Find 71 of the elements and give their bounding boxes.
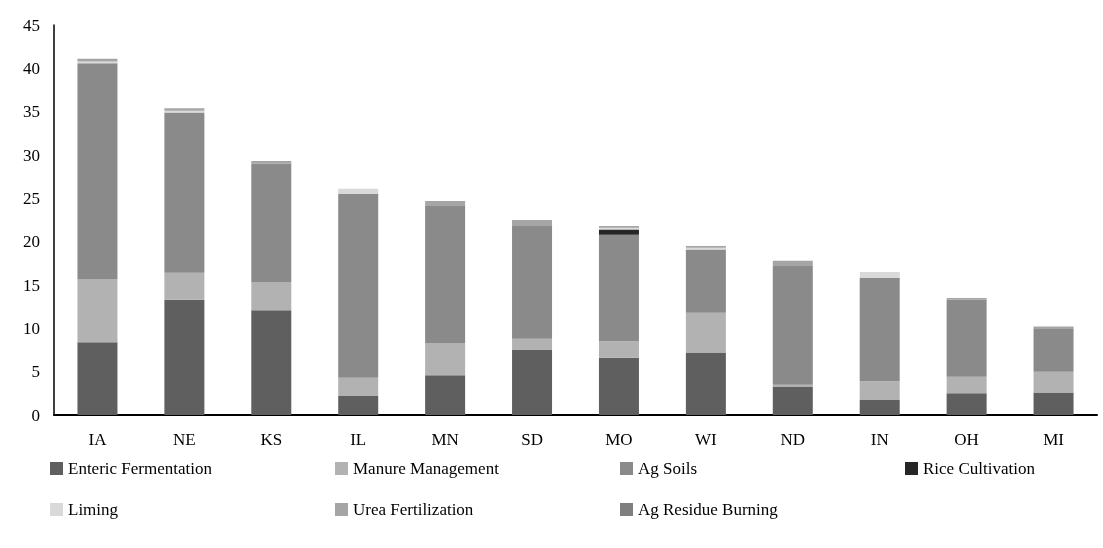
bar (338, 395, 379, 415)
bar (598, 234, 639, 342)
bar (251, 161, 292, 164)
bar (512, 220, 553, 226)
bar (685, 352, 726, 415)
legend-label: Enteric Fermentation (68, 459, 213, 478)
y-tick-label: 20 (23, 232, 40, 252)
legend-label: Ag Residue Burning (638, 500, 779, 519)
x-tick-label: MI (1043, 430, 1065, 449)
y-tick-label: 5 (31, 362, 40, 382)
x-tick-label: IL (350, 430, 367, 449)
x-tick-label: IA (88, 430, 108, 449)
bar (425, 205, 466, 344)
bar (425, 375, 466, 415)
bar (512, 225, 553, 339)
bar (685, 312, 726, 353)
bar (946, 393, 987, 415)
x-tick-label: WI (695, 430, 718, 449)
y-tick-label: 45 (23, 15, 40, 35)
bar (946, 376, 987, 394)
bar (1033, 392, 1074, 415)
bar (859, 278, 900, 382)
bar (338, 188, 379, 194)
bar (338, 194, 379, 378)
x-tick-label: OH (954, 430, 979, 449)
bar (425, 200, 466, 206)
bar (598, 341, 639, 358)
bar (512, 338, 553, 350)
bar (859, 381, 900, 400)
bar (772, 265, 813, 385)
y-tick-label: 35 (23, 102, 40, 122)
legend-label: Manure Management (353, 459, 500, 478)
y-tick-label: 40 (23, 58, 40, 78)
y-tick-label: 30 (23, 145, 40, 165)
bar (859, 399, 900, 415)
bar (772, 386, 813, 415)
bar (859, 272, 900, 279)
legend-label: Rice Cultivation (923, 459, 1036, 478)
bar (164, 272, 205, 300)
x-tick-label: NE (173, 430, 196, 449)
bar (77, 342, 118, 415)
bar (77, 63, 118, 279)
bar (164, 299, 205, 415)
x-tick-label: KS (260, 430, 283, 449)
x-tick-label: ND (780, 430, 806, 449)
x-tick-label: SD (521, 430, 543, 449)
bar (772, 260, 813, 266)
bar (512, 350, 553, 415)
bar (1033, 371, 1074, 393)
bar (598, 229, 639, 235)
bar (1033, 328, 1074, 372)
bar (164, 112, 205, 273)
bar (338, 377, 379, 396)
bar (598, 357, 639, 415)
bar (685, 249, 726, 313)
bar (251, 163, 292, 283)
bar (251, 310, 292, 415)
y-tick-label: 10 (23, 318, 40, 338)
legend-label: Urea Fertilization (353, 500, 474, 519)
y-tick-label: 25 (23, 188, 40, 208)
bar (425, 343, 466, 376)
y-tick-label: 0 (31, 405, 40, 425)
bar (946, 299, 987, 377)
x-tick-label: MN (431, 430, 459, 449)
bar (251, 282, 292, 311)
x-tick-label: MO (605, 430, 633, 449)
legend-label: Ag Soils (638, 459, 698, 478)
legend-label: Liming (68, 500, 119, 519)
bar (77, 278, 118, 343)
y-tick-label: 15 (23, 275, 40, 295)
x-tick-label: IN (870, 430, 889, 449)
